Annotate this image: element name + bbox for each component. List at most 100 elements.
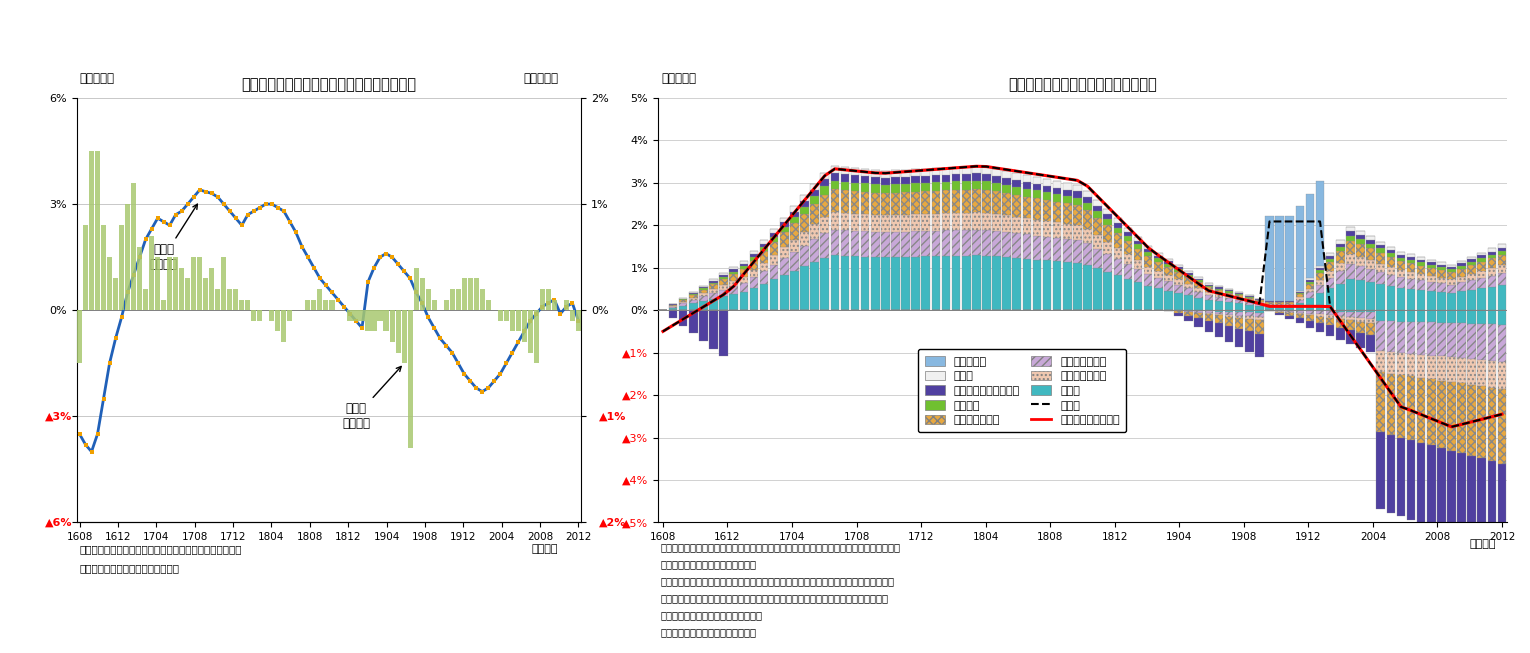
Bar [811, 190, 819, 197]
Bar [1397, 375, 1405, 438]
Bar [1043, 237, 1051, 261]
Bar [1245, 317, 1253, 319]
Bar [1356, 257, 1365, 266]
Bar [1144, 249, 1152, 253]
総平均 [1443, 423, 1461, 431]
Bar [811, 224, 819, 240]
Bar [1053, 261, 1062, 310]
Bar [1235, 315, 1244, 317]
Bar [1478, 386, 1486, 458]
Bar [1296, 311, 1304, 313]
Bar [1406, 377, 1415, 440]
Bar [1215, 311, 1224, 314]
Bar [1478, 288, 1486, 310]
Bar [1043, 185, 1051, 192]
Bar [1245, 331, 1253, 352]
Bar [1204, 295, 1213, 300]
Bar [1144, 266, 1152, 274]
Bar [760, 247, 768, 251]
総平均 [704, 297, 722, 305]
Bar [901, 177, 910, 183]
Bar [1204, 315, 1213, 321]
Bar [962, 167, 970, 174]
Bar [431, 300, 436, 310]
Bar [1417, 290, 1426, 310]
Bar [1346, 312, 1354, 317]
Bar [1406, 310, 1415, 322]
Bar [1215, 323, 1224, 337]
Bar [1224, 293, 1233, 296]
Bar [1235, 304, 1244, 310]
Bar [1437, 357, 1446, 381]
Bar [789, 271, 799, 310]
Bar [1103, 209, 1112, 214]
Bar [800, 206, 809, 214]
Bar [993, 191, 1001, 214]
Bar [1013, 173, 1021, 180]
Bar [1285, 304, 1294, 305]
Bar [1478, 259, 1486, 262]
Bar [1053, 187, 1062, 194]
Bar [329, 300, 335, 310]
Bar [1487, 259, 1496, 268]
Bar [993, 257, 1001, 310]
Bar [1073, 225, 1082, 240]
Bar [719, 289, 728, 296]
Bar [203, 278, 208, 310]
Bar [1366, 282, 1375, 310]
総平均 [1079, 182, 1097, 190]
Bar [1487, 310, 1496, 325]
Bar [972, 166, 981, 173]
Bar [396, 310, 401, 353]
Bar [1195, 277, 1203, 279]
Bar [1164, 291, 1172, 310]
Bar [1002, 215, 1011, 232]
Bar [1346, 264, 1354, 279]
Bar [820, 258, 829, 310]
Bar [1346, 317, 1354, 320]
Bar [1235, 317, 1244, 328]
Bar [1114, 228, 1121, 233]
Bar [921, 183, 930, 191]
Bar [1447, 279, 1455, 285]
Bar [1144, 257, 1152, 266]
Bar [952, 174, 961, 182]
Bar [1184, 283, 1193, 288]
Bar [1094, 200, 1102, 206]
Bar [679, 310, 687, 325]
Bar [811, 197, 819, 204]
Bar [1276, 313, 1284, 315]
Bar [800, 201, 809, 206]
Bar [1053, 181, 1062, 187]
Bar [1417, 322, 1426, 355]
Bar [275, 310, 280, 331]
Bar [840, 230, 849, 256]
Bar [831, 212, 838, 230]
Text: ▲3%: ▲3% [44, 411, 72, 421]
Bar [1487, 255, 1496, 259]
Bar [1498, 389, 1507, 464]
Bar [1022, 182, 1031, 189]
Bar [1478, 324, 1486, 360]
Bar [282, 310, 286, 342]
Bar [1235, 294, 1244, 295]
Bar [450, 289, 454, 310]
Bar [1427, 445, 1435, 527]
Bar [719, 274, 728, 275]
Bar [921, 214, 930, 231]
Bar [982, 213, 991, 230]
Bar [1103, 225, 1112, 242]
Bar [770, 242, 779, 255]
Bar [1356, 244, 1365, 257]
Bar [1356, 266, 1365, 280]
Line: 消費税を除く総平均: 消費税を除く総平均 [662, 167, 1502, 427]
Bar [760, 251, 768, 263]
Bar [1195, 281, 1203, 283]
Bar [161, 300, 167, 310]
Bar [1083, 197, 1092, 203]
Bar [312, 300, 317, 310]
Bar [1296, 206, 1304, 291]
Bar [1255, 319, 1264, 334]
Bar [1487, 387, 1496, 461]
Bar [739, 269, 748, 277]
